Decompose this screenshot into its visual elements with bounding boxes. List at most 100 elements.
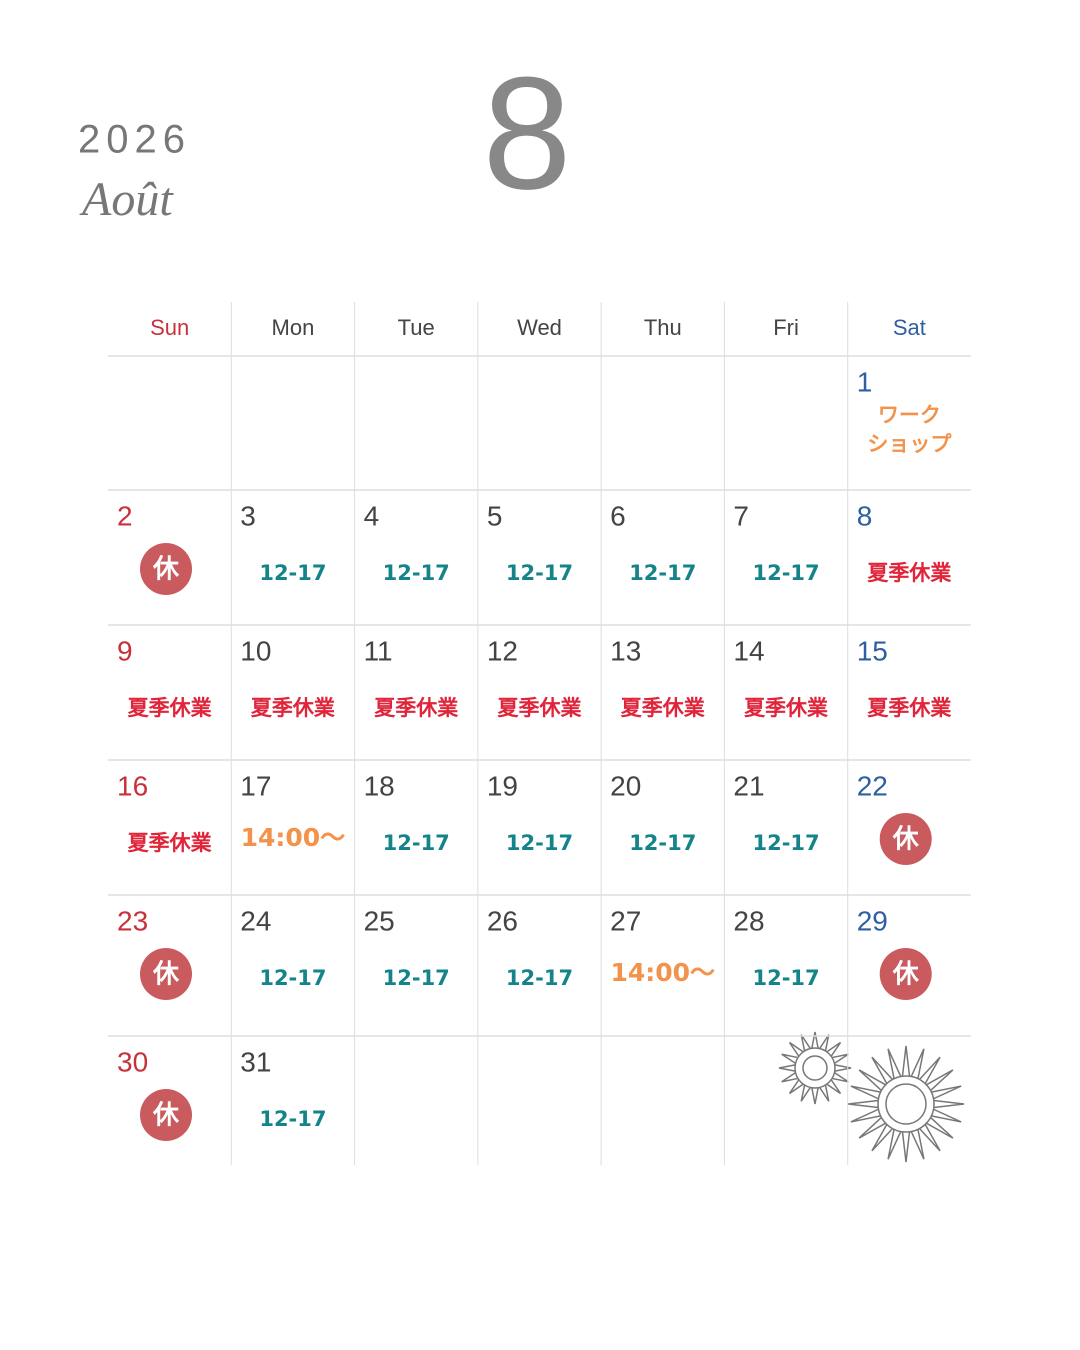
day-number: 31 bbox=[240, 1046, 271, 1077]
petal bbox=[926, 1069, 954, 1092]
petal bbox=[931, 1108, 962, 1123]
schedule-note: 14:00〜 bbox=[610, 958, 715, 987]
weekday-label: Sat bbox=[893, 315, 926, 340]
day-number: 8 bbox=[857, 500, 873, 531]
schedule-note: 夏季休業 bbox=[867, 561, 952, 585]
petal bbox=[910, 1048, 925, 1079]
month-name: Août bbox=[79, 173, 174, 226]
petal bbox=[887, 1129, 902, 1160]
day-number: 14 bbox=[733, 635, 764, 666]
closed-badge bbox=[140, 948, 192, 1000]
schedule-note: 12-17 bbox=[383, 966, 450, 990]
schedule-note: 12-17 bbox=[506, 966, 573, 990]
closed-badge bbox=[140, 543, 192, 595]
closed-badge-text: 休 bbox=[892, 825, 920, 855]
weekday-label: Tue bbox=[398, 315, 435, 340]
weekday-label: Mon bbox=[272, 315, 315, 340]
schedule-note: 12-17 bbox=[259, 1107, 326, 1131]
day-number: 13 bbox=[610, 635, 641, 666]
year: 2026 bbox=[78, 118, 191, 162]
day-number: 22 bbox=[857, 770, 888, 801]
schedule-note: 12-17 bbox=[383, 831, 450, 855]
schedule-note: 夏季休業 bbox=[374, 696, 459, 720]
petal bbox=[871, 1056, 894, 1084]
closed-badge bbox=[140, 1089, 192, 1141]
petal bbox=[850, 1108, 881, 1123]
schedule-note: 夏季休業 bbox=[621, 696, 706, 720]
day-number: 25 bbox=[364, 905, 395, 936]
month-number: 8 bbox=[483, 43, 572, 222]
day-number: 10 bbox=[240, 635, 271, 666]
petal bbox=[871, 1124, 894, 1152]
closed-badge bbox=[879, 948, 932, 1000]
schedule-note: 夏季休業 bbox=[128, 696, 213, 720]
petal bbox=[826, 1041, 842, 1057]
petal bbox=[926, 1116, 954, 1139]
closed-badge bbox=[879, 813, 932, 865]
day-number: 7 bbox=[733, 500, 749, 531]
petal bbox=[834, 1064, 852, 1072]
day-number: 18 bbox=[364, 770, 395, 801]
petal bbox=[887, 1048, 902, 1079]
schedule-note: 12-17 bbox=[383, 561, 450, 585]
petal bbox=[826, 1079, 842, 1095]
petal bbox=[831, 1072, 849, 1083]
closed-badge-text: 休 bbox=[152, 1101, 180, 1131]
day-number: 4 bbox=[364, 500, 380, 531]
schedule-note: 12-17 bbox=[506, 561, 573, 585]
day-number: 6 bbox=[610, 500, 626, 531]
petal bbox=[831, 1053, 849, 1064]
schedule-note: 夏季休業 bbox=[251, 696, 336, 720]
event-note: ショップ bbox=[867, 432, 952, 456]
day-number: 24 bbox=[240, 905, 271, 936]
schedule-note: 12-17 bbox=[752, 831, 819, 855]
day-number: 29 bbox=[857, 905, 888, 936]
day-number: 23 bbox=[117, 905, 148, 936]
petal bbox=[811, 1031, 819, 1049]
day-number: 30 bbox=[117, 1046, 148, 1077]
day-number: 2 bbox=[117, 500, 133, 531]
closed-badge-text: 休 bbox=[152, 960, 180, 990]
day-number: 12 bbox=[487, 635, 518, 666]
weekday-label: Fri bbox=[773, 315, 799, 340]
schedule-note: 14:00〜 bbox=[241, 823, 346, 852]
schedule-note: 12-17 bbox=[259, 561, 326, 585]
petal bbox=[781, 1053, 799, 1064]
petal bbox=[800, 1034, 811, 1052]
day-number: 11 bbox=[364, 635, 393, 666]
petal bbox=[910, 1129, 925, 1160]
petal bbox=[850, 1085, 881, 1100]
petal bbox=[901, 1045, 911, 1077]
day-number: 17 bbox=[240, 770, 271, 801]
petal bbox=[901, 1131, 911, 1163]
schedule-note: 夏季休業 bbox=[744, 696, 829, 720]
schedule-note: 12-17 bbox=[629, 831, 696, 855]
schedule-note: 12-17 bbox=[259, 966, 326, 990]
petal bbox=[811, 1087, 819, 1105]
petal bbox=[933, 1099, 965, 1109]
schedule-note: 12-17 bbox=[506, 831, 573, 855]
weekday-label: Sun bbox=[150, 315, 189, 340]
petal bbox=[858, 1116, 886, 1139]
petal bbox=[788, 1079, 804, 1095]
petal bbox=[918, 1124, 941, 1152]
day-number: 16 bbox=[117, 770, 148, 801]
sunflower-decoration bbox=[778, 1031, 965, 1163]
schedule-note: 夏季休業 bbox=[498, 696, 583, 720]
petal bbox=[781, 1072, 799, 1083]
closed-badge-text: 休 bbox=[152, 555, 180, 585]
day-number: 5 bbox=[487, 500, 503, 531]
petal bbox=[931, 1085, 962, 1100]
schedule-note: 12-17 bbox=[752, 561, 819, 585]
day-number: 21 bbox=[733, 770, 764, 801]
petal bbox=[788, 1041, 804, 1057]
day-number: 26 bbox=[487, 905, 518, 936]
day-number: 3 bbox=[240, 500, 256, 531]
petal bbox=[918, 1056, 941, 1084]
schedule-note: 12-17 bbox=[752, 966, 819, 990]
day-number: 1 bbox=[857, 366, 873, 397]
petal bbox=[819, 1084, 830, 1102]
day-number: 19 bbox=[487, 770, 518, 801]
day-number: 28 bbox=[733, 905, 764, 936]
